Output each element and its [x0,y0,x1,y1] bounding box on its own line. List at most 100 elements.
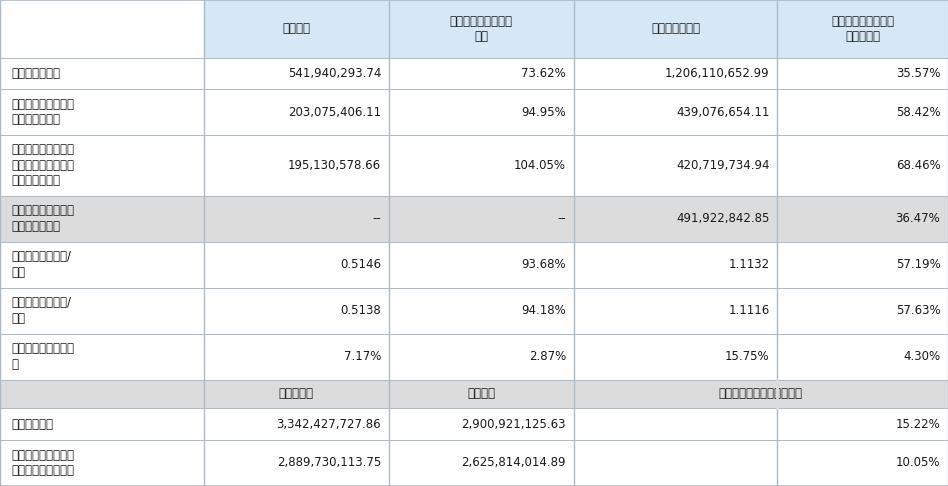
Bar [777,135,948,195]
Text: 93.68%: 93.68% [521,258,566,271]
Text: 经营活动产生的现金
流量净额（元）: 经营活动产生的现金 流量净额（元） [11,204,74,233]
Bar [777,195,948,242]
Text: 57.19%: 57.19% [896,258,940,271]
Bar [574,195,777,242]
Text: 10.05%: 10.05% [896,456,940,469]
Bar [777,408,948,440]
Text: 58.42%: 58.42% [896,105,940,119]
Bar [0,242,204,288]
Bar [389,195,574,242]
Text: 归属于上市公司股东
的扣除非经常性损益
的净利润（元）: 归属于上市公司股东 的扣除非经常性损益 的净利润（元） [11,143,74,188]
Bar [389,57,574,89]
Bar [0,195,204,242]
Text: 195,130,578.66: 195,130,578.66 [288,159,381,172]
Text: 年初至报告期末: 年初至报告期末 [651,22,700,35]
Text: 本报告期末比上年度末增减: 本报告期末比上年度末增减 [719,387,803,400]
Text: 3,342,427,727.86: 3,342,427,727.86 [277,417,381,431]
Bar [574,89,777,135]
Text: 2,625,814,014.89: 2,625,814,014.89 [462,456,566,469]
Text: 73.62%: 73.62% [521,67,566,80]
Text: 基本每股收益（元/
股）: 基本每股收益（元/ 股） [11,250,71,279]
Text: 4.30%: 4.30% [903,350,940,363]
Text: 2.87%: 2.87% [529,350,566,363]
Bar [389,0,574,57]
Text: 57.63%: 57.63% [896,304,940,317]
Bar [389,333,574,380]
Bar [0,0,204,57]
Text: 491,922,842.85: 491,922,842.85 [677,212,770,225]
Text: 439,076,654.11: 439,076,654.11 [677,105,770,119]
Bar [777,89,948,135]
Bar [0,408,204,440]
Bar [777,57,948,89]
Bar [777,0,948,57]
Bar [574,380,777,408]
Bar [204,89,389,135]
Bar [574,408,777,440]
Bar [0,440,204,486]
Bar [389,242,574,288]
Text: 203,075,406.11: 203,075,406.11 [288,105,381,119]
Text: 上年度末: 上年度末 [467,387,495,400]
Text: 420,719,734.94: 420,719,734.94 [676,159,770,172]
Text: 0.5146: 0.5146 [340,258,381,271]
Text: 68.46%: 68.46% [896,159,940,172]
Text: 36.47%: 36.47% [896,212,940,225]
Bar [204,0,389,57]
Bar [204,440,389,486]
Bar [0,57,204,89]
Text: 94.18%: 94.18% [521,304,566,317]
Bar [204,333,389,380]
Bar [574,440,777,486]
Text: 104.05%: 104.05% [514,159,566,172]
Text: 1.1116: 1.1116 [728,304,770,317]
Bar [204,288,389,333]
Bar [777,440,948,486]
Text: 1.1132: 1.1132 [729,258,770,271]
Bar [204,195,389,242]
Bar [777,288,948,333]
Bar [204,242,389,288]
Text: 541,940,293.74: 541,940,293.74 [288,67,381,80]
Bar [389,288,574,333]
Bar [0,89,204,135]
Bar [0,380,204,408]
Bar [389,135,574,195]
Bar [574,0,777,57]
Bar [574,333,777,380]
Text: 稀释每股收益（元/
股）: 稀释每股收益（元/ 股） [11,296,71,325]
Text: 15.22%: 15.22% [896,417,940,431]
Text: 总资产（元）: 总资产（元） [11,417,53,431]
Bar [574,135,777,195]
Bar [389,440,574,486]
Bar [777,242,948,288]
Text: 15.75%: 15.75% [725,350,770,363]
Bar [389,408,574,440]
Bar [777,380,948,408]
Text: --: -- [557,212,566,225]
Bar [574,242,777,288]
Text: 94.95%: 94.95% [521,105,566,119]
Bar [389,89,574,135]
Text: 年初至报告期末比上
年同期增减: 年初至报告期末比上 年同期增减 [831,15,894,43]
Bar [0,333,204,380]
Text: 35.57%: 35.57% [896,67,940,80]
Text: 本报告期: 本报告期 [283,22,310,35]
Text: 1,206,110,652.99: 1,206,110,652.99 [665,67,770,80]
Text: 本报告期比上年同期
增减: 本报告期比上年同期 增减 [449,15,513,43]
Bar [204,135,389,195]
Text: 归属于上市公司股东
的所有者权益（元）: 归属于上市公司股东 的所有者权益（元） [11,449,74,477]
Bar [0,135,204,195]
Bar [574,288,777,333]
Text: --: -- [373,212,381,225]
Text: 2,900,921,125.63: 2,900,921,125.63 [462,417,566,431]
Bar [389,380,574,408]
Text: 0.5138: 0.5138 [340,304,381,317]
Bar [204,57,389,89]
Bar [777,333,948,380]
Text: 7.17%: 7.17% [344,350,381,363]
Text: 归属于上市公司股东
的净利润（元）: 归属于上市公司股东 的净利润（元） [11,98,74,126]
Bar [204,408,389,440]
Text: 营业收入（元）: 营业收入（元） [11,67,61,80]
Bar [204,380,389,408]
